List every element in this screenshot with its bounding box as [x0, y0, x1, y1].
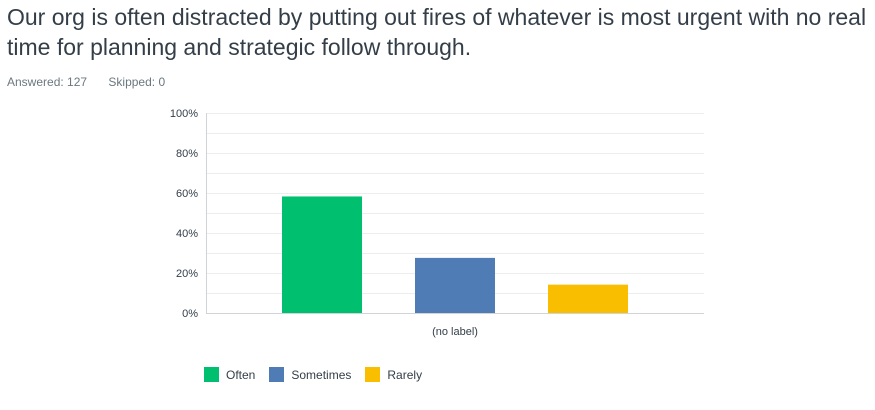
y-tick-label: 40%	[176, 228, 198, 240]
legend-label-rarely: Rarely	[387, 367, 423, 382]
y-tick-label: 100%	[170, 108, 198, 120]
legend-label-often: Often	[226, 367, 256, 382]
skipped-count: Skipped: 0	[108, 75, 166, 89]
legend-swatch-often	[204, 367, 219, 382]
y-tick-label: 20%	[176, 268, 198, 280]
legend-item-rarely[interactable]: Rarely	[365, 367, 422, 382]
response-stats: Answered: 127 Skipped: 0	[7, 75, 165, 89]
question-title: Our org is often distracted by putting o…	[7, 4, 867, 60]
legend-item-sometimes[interactable]: Sometimes	[269, 367, 351, 382]
y-tick-label: 80%	[176, 148, 198, 160]
y-tick-label: 60%	[176, 188, 198, 200]
legend-swatch-sometimes	[269, 367, 285, 382]
legend-item-often[interactable]: Often	[204, 367, 255, 382]
bar-often[interactable]	[282, 196, 362, 313]
chart-legend: Often Sometimes Rarely	[204, 367, 436, 382]
y-tick-label: 0%	[182, 308, 198, 320]
answered-count: Answered: 127	[7, 75, 88, 89]
legend-label-sometimes: Sometimes	[291, 367, 352, 382]
bar-rarely[interactable]	[548, 284, 628, 313]
x-category-label: (no label)	[432, 326, 478, 338]
legend-swatch-rarely	[365, 367, 381, 382]
bar-sometimes[interactable]	[415, 257, 495, 313]
